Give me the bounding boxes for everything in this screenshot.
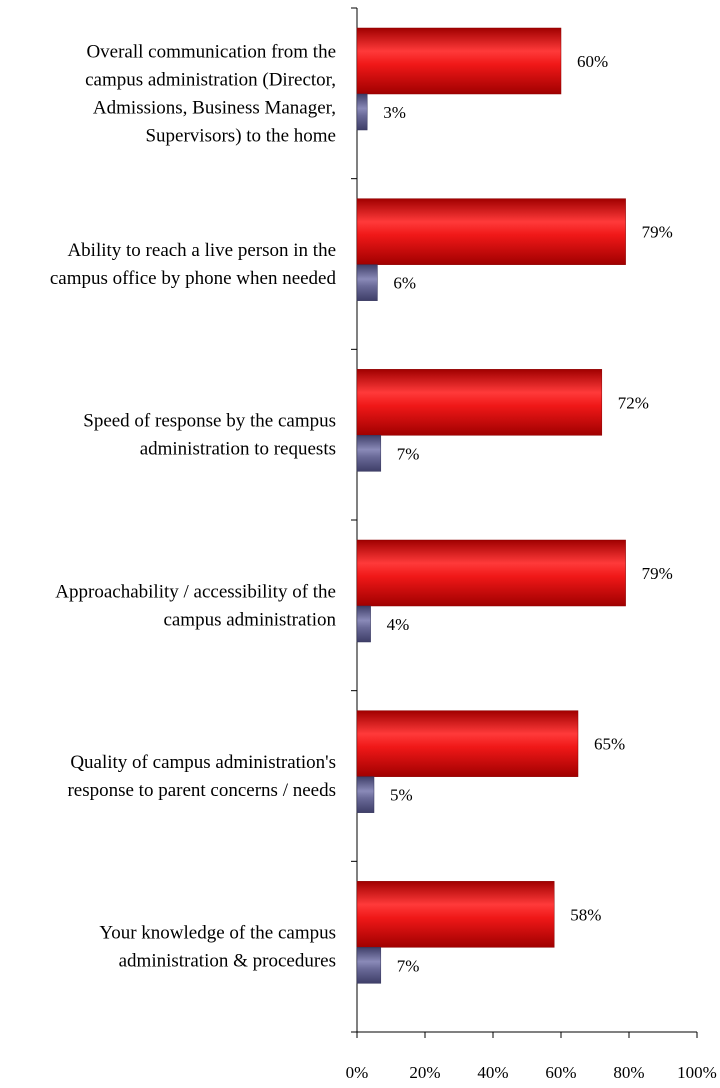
data-label: 58% [570,905,601,924]
category-label-line: Supervisors) to the home [145,125,336,146]
category-label: Speed of response by the campus administr… [83,411,336,460]
bar-blue [356,93,368,131]
x-tick-label: 80% [613,1063,644,1082]
category-label-line: Speed of response by the campus [83,411,336,432]
category-label-line: Your knowledge of the campus [99,923,336,944]
bar-blue [356,264,378,301]
category-label-line: Overall communication from the [86,41,336,62]
category-label: Ability to reach a live person in the cam… [50,240,337,289]
category-label-line: administration to requests [140,439,336,460]
x-tick-label: 40% [477,1063,508,1082]
bar-blue [356,605,371,643]
category-label: Overall communication from the campus adm… [85,41,336,146]
category-label-line: campus administration (Director, [85,69,336,90]
category-label-line: Ability to reach a live person in the [67,240,336,261]
x-tick-label: 100% [677,1063,717,1082]
data-label: 65% [594,735,625,754]
category-label-line: Admissions, Business Manager, [93,97,336,118]
data-label: 79% [642,223,673,242]
data-label: 60% [577,52,608,71]
bar-red [356,27,562,95]
x-tick-label: 60% [545,1063,576,1082]
data-label: 6% [393,274,416,293]
bar-red [356,710,579,777]
data-label: 4% [387,615,410,634]
category-label-line: Quality of campus administration's [70,752,336,773]
category-label-line: administration & procedures [119,951,336,972]
bar-red [356,881,555,948]
data-label: 79% [642,564,673,583]
category-label: Quality of campus administration's respon… [67,752,336,801]
bar-red [356,539,626,607]
bar-red [356,198,626,265]
category-label: Approachability / accessibility of the ca… [55,581,336,630]
bar-blue [356,435,382,472]
bar-blue [356,947,382,984]
category-label-line: campus administration [163,609,336,630]
category-label-line: Approachability / accessibility of the [55,581,336,602]
x-tick-label: 20% [409,1063,440,1082]
data-label: 7% [397,444,420,463]
data-label: 72% [618,393,649,412]
bar-blue [356,776,375,813]
data-label: 5% [390,786,413,805]
category-label-line: response to parent concerns / needs [67,780,336,801]
data-label: 7% [397,956,420,975]
category-label-line: campus office by phone when needed [50,268,337,289]
data-label: 3% [383,103,406,122]
bar-red [356,369,603,436]
category-label: Your knowledge of the campus administrati… [99,923,336,972]
x-tick-label: 0% [346,1063,369,1082]
